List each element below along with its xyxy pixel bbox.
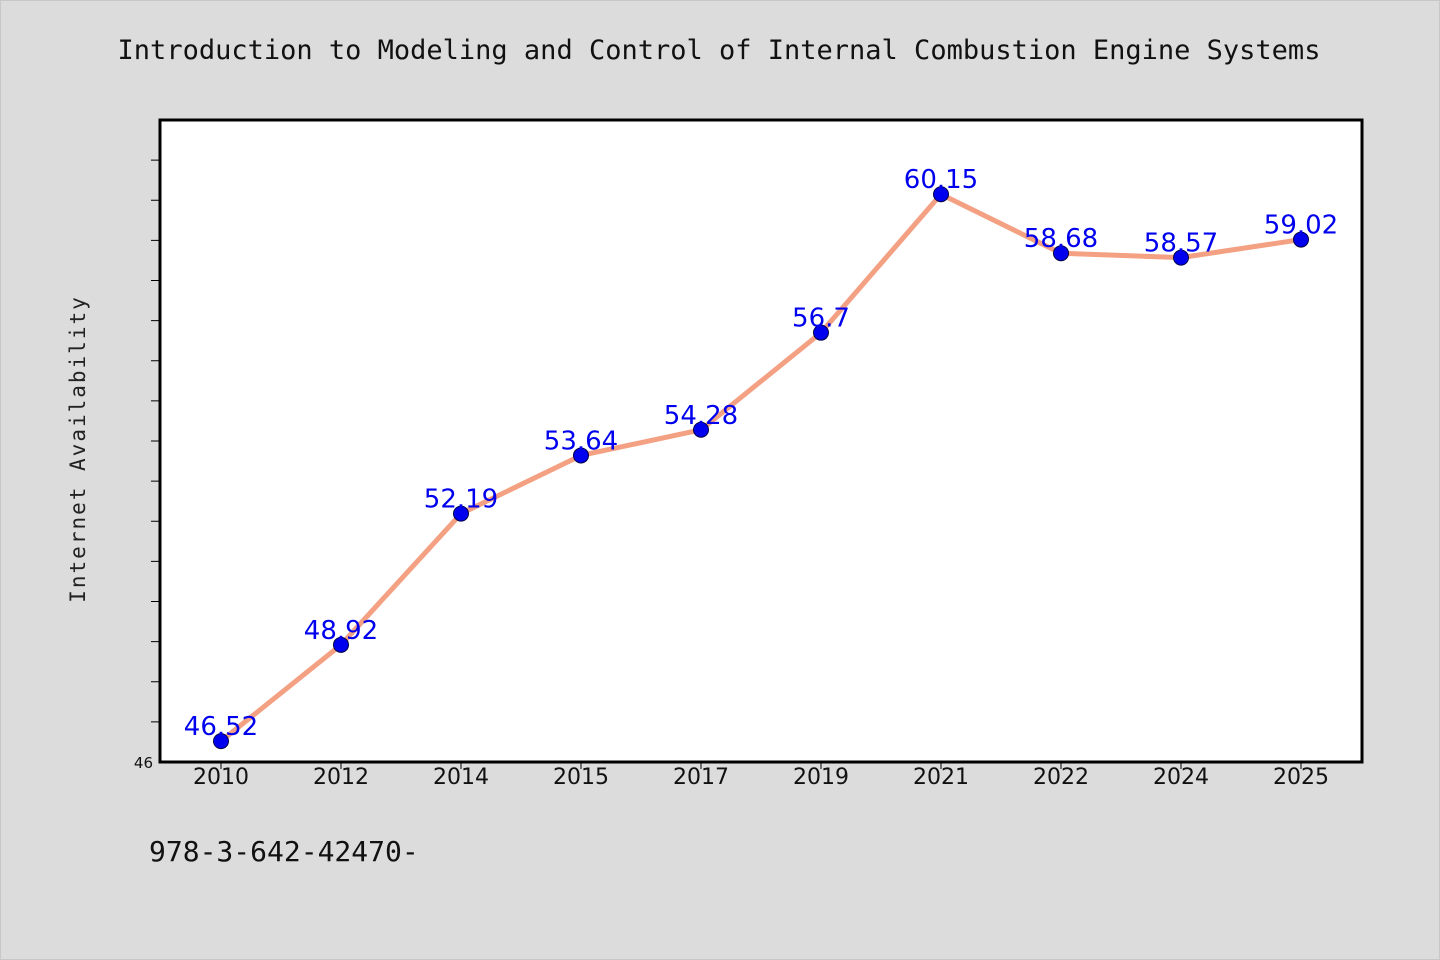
x-tick-label: 2014 xyxy=(433,765,489,790)
x-tick-label: 2021 xyxy=(913,765,969,790)
data-point xyxy=(1293,231,1309,248)
data-point xyxy=(1173,249,1189,266)
x-tick-label: 2012 xyxy=(313,765,369,790)
data-label: 58.57 xyxy=(1144,229,1218,259)
series-line xyxy=(218,191,1304,744)
data-label: 53.64 xyxy=(544,426,618,456)
data-point xyxy=(693,421,709,438)
x-tick-label: 2017 xyxy=(673,765,729,790)
x-tick-label: 2010 xyxy=(193,765,249,790)
x-axis-ticks: 2010 2012 2014 2015 2017 2019 2021 2022 2024 2025 xyxy=(193,762,1329,790)
footer-text: 978-3-642-42470- xyxy=(149,835,419,868)
y-axis-ticks: 46 xyxy=(134,159,160,772)
data-label: 48.92 xyxy=(304,616,378,646)
series-group xyxy=(213,186,1309,750)
data-label: 46.52 xyxy=(184,712,258,742)
data-label: 58.68 xyxy=(1024,224,1098,254)
chart-title: Introduction to Modeling and Control of … xyxy=(117,35,1321,66)
data-point xyxy=(933,186,949,203)
x-tick-label: 2025 xyxy=(1273,765,1329,790)
x-tick-label: 2024 xyxy=(1153,765,1209,790)
data-labels-group: 46.52 48.92 52.19 53.64 54.28 56.7 60.15 58.68 5… xyxy=(184,165,1338,742)
y-tick-label: 46 xyxy=(134,754,153,772)
data-label: 54.28 xyxy=(664,401,738,431)
x-tick-label: 2019 xyxy=(793,765,849,790)
data-label: 59.02 xyxy=(1264,211,1338,241)
data-point xyxy=(213,733,229,750)
x-tick-label: 2015 xyxy=(553,765,609,790)
data-label: 56.7 xyxy=(792,304,850,334)
data-point xyxy=(453,505,469,522)
data-point xyxy=(1053,245,1069,262)
data-point xyxy=(333,636,349,653)
y-axis-label: Internet Availability xyxy=(66,295,90,603)
data-point xyxy=(573,447,589,464)
data-label: 52.19 xyxy=(424,485,498,515)
data-label: 60.15 xyxy=(904,165,978,195)
data-point xyxy=(813,324,829,341)
x-tick-label: 2022 xyxy=(1033,765,1089,790)
plot-area xyxy=(158,118,1364,764)
